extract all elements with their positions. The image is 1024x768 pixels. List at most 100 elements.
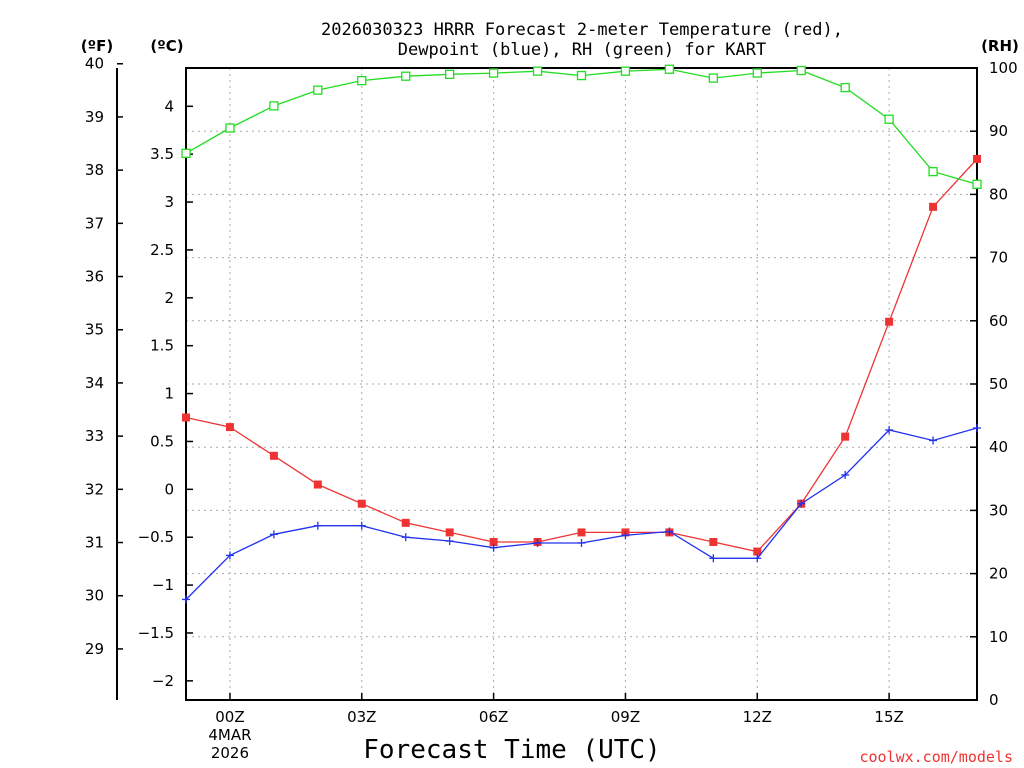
celsius-tick-label: 3 xyxy=(164,193,174,211)
celsius-tick-label: 1.5 xyxy=(150,337,174,355)
dewpoint-point xyxy=(797,499,806,508)
temperature-point xyxy=(753,547,762,556)
temperature-point xyxy=(929,202,938,211)
fahrenheit-tick-label: 37 xyxy=(85,214,104,232)
rh-tick-label: 100 xyxy=(989,59,1018,77)
dewpoint-point xyxy=(709,554,718,563)
temperature-point xyxy=(709,538,718,546)
series-rh xyxy=(181,64,982,189)
celsius-tick-label: 0 xyxy=(164,480,174,498)
x-tick-label: 06Z xyxy=(479,708,508,726)
dewpoint-point xyxy=(489,543,498,552)
temperature-line xyxy=(185,158,978,553)
rh-tick-label: 40 xyxy=(989,438,1008,456)
temperature-point xyxy=(182,413,190,422)
rh-tick-label: 80 xyxy=(989,185,1008,203)
rh-point xyxy=(840,82,850,93)
title-block: 2026030323 HRRR Forecast 2-meter Tempera… xyxy=(321,20,843,60)
temperature-point xyxy=(577,528,586,537)
dewpoint-point xyxy=(445,537,454,546)
rh-tick-label: 20 xyxy=(989,565,1008,583)
rh-tick-label: 10 xyxy=(989,628,1008,646)
dewpoint-point xyxy=(533,538,542,547)
rh-point xyxy=(532,66,543,76)
dewpoint-point xyxy=(885,425,894,434)
temperature-point xyxy=(269,451,278,460)
celsius-tick-label: −2 xyxy=(152,672,174,690)
dewpoint-point xyxy=(225,551,234,560)
x-tick-label: 09Z xyxy=(611,708,640,726)
temperature-point xyxy=(841,432,850,441)
axes: 293031323334353637383940−2−1.5−1−0.500.5… xyxy=(85,55,1018,762)
temperature-point xyxy=(489,538,498,546)
grid-lines xyxy=(186,68,977,700)
temperature-point xyxy=(973,154,981,163)
rh-point xyxy=(664,64,675,74)
dewpoint-point xyxy=(929,436,938,445)
celsius-tick-label: −1 xyxy=(152,576,174,594)
rh-point xyxy=(796,65,806,76)
rh-unit-label: (RH) xyxy=(981,37,1019,55)
temperature-point xyxy=(357,499,366,508)
fahrenheit-tick-label: 40 xyxy=(85,55,104,73)
date-label: 4MAR xyxy=(208,726,251,744)
dewpoint-point xyxy=(401,533,410,542)
dewpoint-point xyxy=(577,538,586,547)
rh-point xyxy=(445,69,455,79)
rh-point xyxy=(225,123,235,133)
fahrenheit-tick-label: 30 xyxy=(85,587,104,605)
rh-point xyxy=(752,68,762,78)
x-tick-label: 15Z xyxy=(874,708,903,726)
celsius-tick-label: 2 xyxy=(164,289,174,307)
temperature-point xyxy=(401,518,410,527)
dewpoint-point xyxy=(621,531,630,540)
rh-point xyxy=(269,101,279,111)
rh-tick-label: 70 xyxy=(989,249,1008,267)
dewpoint-point xyxy=(269,530,278,539)
rh-tick-label: 90 xyxy=(989,122,1008,140)
celsius-unit-label: (ºC) xyxy=(150,37,183,55)
rh-point xyxy=(576,70,587,81)
x-tick-label: 00Z xyxy=(215,708,244,726)
celsius-tick-label: 3.5 xyxy=(150,145,174,163)
rh-point xyxy=(181,148,191,158)
fahrenheit-tick-label: 29 xyxy=(85,640,104,658)
fahrenheit-unit-label: (ºF) xyxy=(81,37,113,55)
fahrenheit-tick-label: 34 xyxy=(85,374,104,392)
series-temperature xyxy=(182,154,981,556)
rh-point xyxy=(708,73,718,83)
temperature-point xyxy=(885,317,894,326)
celsius-tick-label: 1 xyxy=(164,385,174,403)
dewpoint-point xyxy=(182,595,190,604)
rh-point xyxy=(357,75,367,86)
x-tick-label: 12Z xyxy=(743,708,772,726)
celsius-tick-label: 0.5 xyxy=(150,432,174,450)
celsius-tick-label: −1.5 xyxy=(138,624,174,642)
rh-tick-label: 60 xyxy=(989,312,1008,330)
rh-point xyxy=(972,179,982,189)
fahrenheit-tick-label: 31 xyxy=(85,534,104,552)
temperature-point xyxy=(445,528,454,537)
credit-text: coolwx.com/models xyxy=(859,748,1013,766)
rh-point xyxy=(884,114,894,124)
temperature-point xyxy=(313,480,322,489)
fahrenheit-tick-label: 33 xyxy=(85,427,104,445)
chart-title-line-2: Dewpoint (blue), RH (green) for KART xyxy=(398,40,766,60)
rh-point xyxy=(620,66,631,76)
rh-point xyxy=(928,166,938,177)
rh-point xyxy=(488,68,499,78)
fahrenheit-tick-label: 35 xyxy=(85,321,104,339)
fahrenheit-tick-label: 32 xyxy=(85,480,104,498)
date-label: 2026 xyxy=(211,744,249,762)
rh-line xyxy=(185,68,978,185)
rh-point xyxy=(401,71,411,81)
fahrenheit-tick-label: 38 xyxy=(85,161,104,179)
dewpoint-point xyxy=(665,527,674,536)
temperature-point xyxy=(225,423,234,432)
chart-title-line-1: 2026030323 HRRR Forecast 2-meter Tempera… xyxy=(321,20,843,40)
dewpoint-point xyxy=(357,521,366,530)
rh-tick-label: 0 xyxy=(989,691,999,709)
rh-tick-label: 30 xyxy=(989,501,1008,519)
celsius-tick-label: 2.5 xyxy=(150,241,174,259)
